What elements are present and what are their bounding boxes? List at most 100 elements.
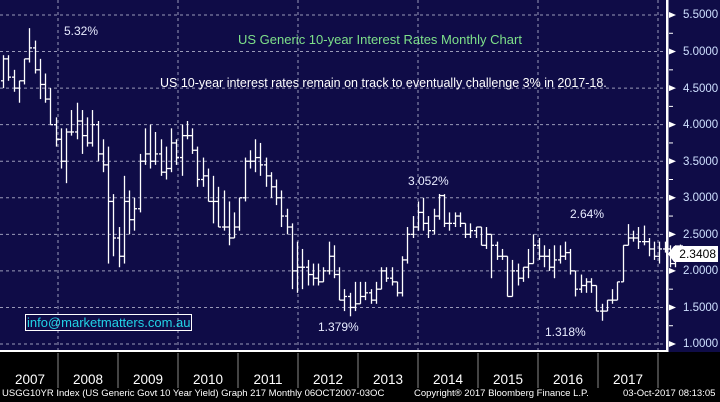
ohlc-bar [411,216,416,238]
ohlc-bar [321,267,326,283]
ohlc-bar [153,131,158,165]
ohlc-bar [615,281,620,301]
last-value-label: 2.3408 [668,246,718,262]
x-tick-label: 2009 [132,372,164,387]
ohlc-bar [547,248,552,271]
ohlc-bar [75,102,80,140]
ohlc-bar [96,121,101,162]
ohlc-bar [594,284,599,312]
ohlc-bar [468,223,473,238]
ohlc-bar [274,179,279,206]
ohlc-bar [631,230,636,242]
ohlc-bar [132,197,137,231]
ohlc-bar [227,201,232,246]
ohlc-bar [248,150,253,169]
ohlc-bar [579,274,584,293]
ohlc-bar [537,237,542,260]
ohlc-bar [395,281,400,297]
ohlc-bar [563,241,568,260]
x-tick-label: 2016 [552,372,584,387]
ohlc-bar [605,299,610,312]
ohlc-bar [500,248,505,260]
y-tick-label: 4.0000 [683,119,719,131]
x-tick-label: 2012 [312,372,344,387]
ohlc-bar [143,128,148,165]
ohlc-bar [521,266,526,282]
ohlc-bar [17,80,22,103]
ohlc-bar [642,225,647,246]
ohlc-bar [127,190,132,235]
annotation-high-2013: 3.052% [408,174,449,188]
x-tick-label: 2013 [372,372,404,387]
y-tick-label: 5.5000 [683,9,719,21]
ohlc-bar [369,289,374,304]
ohlc-bar [290,223,295,290]
ohlc-bar [621,244,626,283]
y-major-tick [669,267,676,274]
ohlc-bar [80,110,85,154]
ohlc-bar [437,193,442,220]
ohlc-bar [206,168,211,203]
y-tick-label: 1.5000 [683,302,719,314]
ohlc-bar [174,139,179,165]
ohlc-bar [311,263,316,286]
ohlc-bar [59,128,64,169]
y-major-tick [669,158,676,165]
ohlc-bar [463,222,468,238]
chart-subtitle: US 10-year interest rates remain on trac… [160,76,607,90]
plot-area [0,0,668,352]
ohlc-bar [442,194,447,228]
x-tick-label: 2010 [192,372,224,387]
annotation-low-2016: 1.318% [545,325,586,339]
ohlc-bar [421,197,426,231]
ohlc-bar [243,157,248,202]
y-tick-label: 2.5000 [683,229,719,241]
x-axis-separators [57,353,659,388]
ohlc-bar [211,175,216,224]
x-tick-label: 2017 [612,372,644,387]
ohlc-bar [405,227,410,264]
ohlc-bar [48,88,53,126]
ohlc-bar [610,289,615,304]
ohlc-bar [342,289,347,312]
ohlc-bar [510,259,515,298]
ohlc-bar [652,241,657,260]
x-tick-label: 2015 [492,372,524,387]
y-tick-label: 3.0000 [683,192,719,204]
ohlc-bar [85,117,90,147]
ohlc-bar [426,216,431,238]
ohlc-bar [558,245,563,264]
annotation-high-2016: 2.64% [570,207,605,221]
ohlc-bar [64,128,69,184]
ohlc-bar [316,263,321,286]
annotation-high-2007: 5.32% [64,24,99,38]
ohlc-bar [353,281,358,312]
ohlc-bar [657,241,662,264]
x-tick-label: 2008 [72,372,104,387]
ohlc-bar [279,190,284,228]
footer-copyright: Copyright® 2017 Bloomberg Finance L.P. [414,388,589,399]
ohlc-bar [400,256,405,297]
ohlc-bar [6,55,11,81]
ohlc-bar [584,278,589,293]
ohlc-bar [337,267,342,301]
ohlc-bar [626,224,631,246]
ohlc-bar [363,281,368,301]
ohlc-bar [384,267,389,282]
y-major-tick [669,231,676,238]
ohlc-bar [432,208,437,235]
footer-timestamp: 03-Oct-2017 08:13:05 [623,388,716,399]
ohlc-bar [531,234,536,265]
ohlc-bar [495,241,500,260]
y-tick-label: 1.0000 [683,338,719,350]
y-axis [667,0,676,352]
ohlc-bar [390,267,395,286]
x-tick-label: 2014 [432,372,464,387]
y-major-tick [669,194,676,201]
ohlc-bar [180,124,185,176]
ohlc-bar [54,117,59,147]
y-major-tick [669,341,676,347]
ohlc-bar [647,237,652,257]
ohlc-bar [573,270,578,297]
email-link[interactable]: info@marketmatters.com.au [25,314,193,331]
